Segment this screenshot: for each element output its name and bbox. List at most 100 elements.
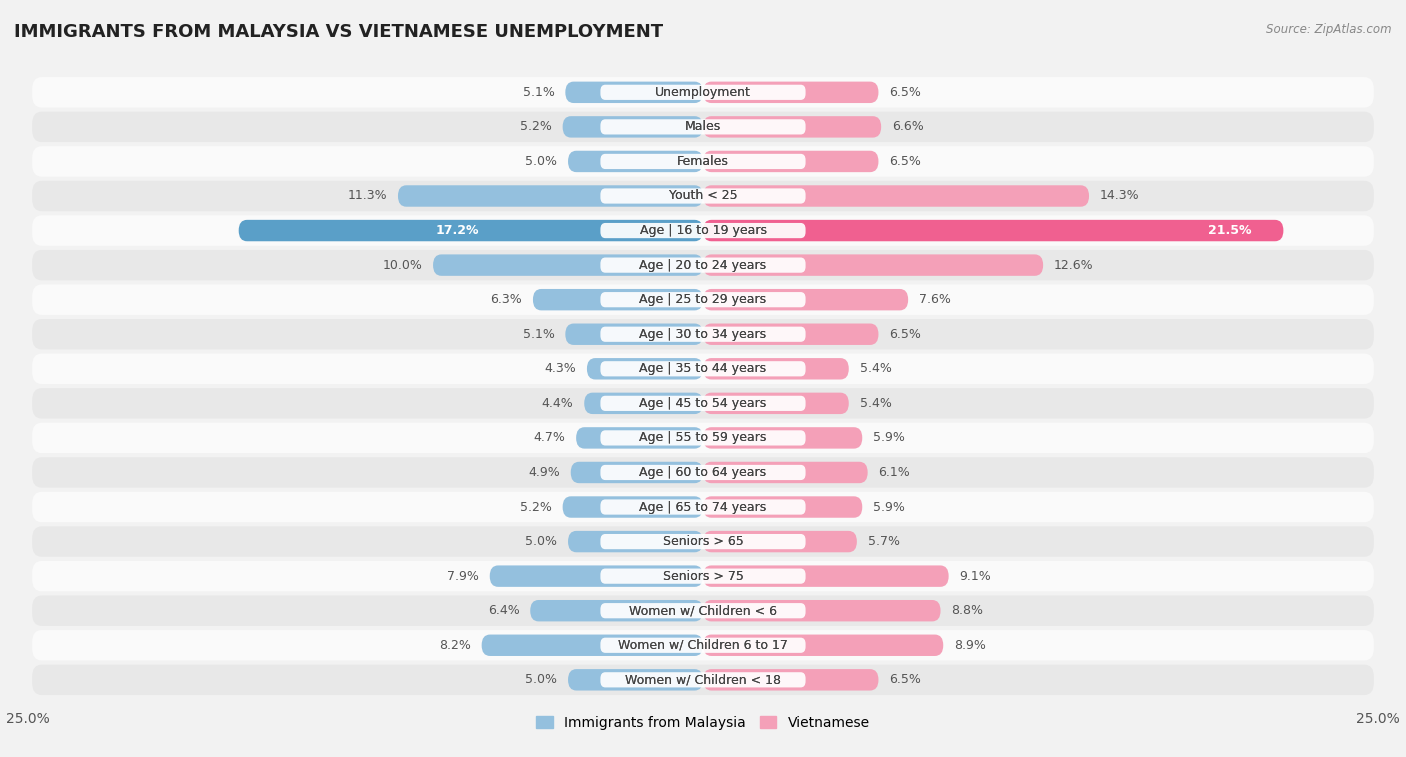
Text: Seniors > 75: Seniors > 75 (662, 570, 744, 583)
FancyBboxPatch shape (703, 427, 862, 449)
FancyBboxPatch shape (32, 112, 1374, 142)
FancyBboxPatch shape (32, 561, 1374, 591)
Text: 6.1%: 6.1% (879, 466, 910, 479)
FancyBboxPatch shape (600, 672, 806, 687)
Text: Seniors > 65: Seniors > 65 (662, 535, 744, 548)
FancyBboxPatch shape (568, 531, 703, 553)
Text: 6.6%: 6.6% (891, 120, 924, 133)
Text: 10.0%: 10.0% (382, 259, 422, 272)
FancyBboxPatch shape (530, 600, 703, 621)
Text: 5.2%: 5.2% (520, 500, 551, 513)
FancyBboxPatch shape (600, 257, 806, 273)
Text: Age | 60 to 64 years: Age | 60 to 64 years (640, 466, 766, 479)
Text: 12.6%: 12.6% (1054, 259, 1094, 272)
Text: 9.1%: 9.1% (959, 570, 991, 583)
Text: Women w/ Children 6 to 17: Women w/ Children 6 to 17 (619, 639, 787, 652)
FancyBboxPatch shape (576, 427, 703, 449)
FancyBboxPatch shape (703, 565, 949, 587)
Text: Youth < 25: Youth < 25 (669, 189, 737, 202)
FancyBboxPatch shape (398, 185, 703, 207)
FancyBboxPatch shape (568, 151, 703, 172)
FancyBboxPatch shape (703, 185, 1090, 207)
Text: 6.5%: 6.5% (889, 673, 921, 687)
FancyBboxPatch shape (600, 154, 806, 169)
Text: 5.0%: 5.0% (526, 673, 557, 687)
FancyBboxPatch shape (703, 254, 1043, 276)
FancyBboxPatch shape (703, 634, 943, 656)
Text: 5.1%: 5.1% (523, 86, 554, 99)
Text: 5.2%: 5.2% (520, 120, 551, 133)
FancyBboxPatch shape (32, 181, 1374, 211)
FancyBboxPatch shape (600, 465, 806, 480)
FancyBboxPatch shape (32, 250, 1374, 280)
FancyBboxPatch shape (703, 669, 879, 690)
FancyBboxPatch shape (482, 634, 703, 656)
Text: Women w/ Children < 18: Women w/ Children < 18 (626, 673, 780, 687)
Text: Age | 16 to 19 years: Age | 16 to 19 years (640, 224, 766, 237)
Text: Age | 20 to 24 years: Age | 20 to 24 years (640, 259, 766, 272)
Text: Age | 30 to 34 years: Age | 30 to 34 years (640, 328, 766, 341)
FancyBboxPatch shape (32, 526, 1374, 557)
Text: Age | 60 to 64 years: Age | 60 to 64 years (640, 466, 766, 479)
Text: 14.3%: 14.3% (1099, 189, 1139, 202)
FancyBboxPatch shape (703, 289, 908, 310)
FancyBboxPatch shape (32, 492, 1374, 522)
FancyBboxPatch shape (32, 319, 1374, 350)
Text: 5.9%: 5.9% (873, 431, 905, 444)
Text: Women w/ Children 6 to 17: Women w/ Children 6 to 17 (619, 639, 787, 652)
FancyBboxPatch shape (600, 85, 806, 100)
Text: Unemployment: Unemployment (655, 86, 751, 99)
FancyBboxPatch shape (600, 223, 806, 238)
Text: Women w/ Children < 6: Women w/ Children < 6 (628, 604, 778, 617)
Text: Males: Males (685, 120, 721, 133)
FancyBboxPatch shape (239, 220, 703, 241)
FancyBboxPatch shape (571, 462, 703, 483)
FancyBboxPatch shape (703, 151, 879, 172)
Text: 6.3%: 6.3% (491, 293, 522, 306)
FancyBboxPatch shape (703, 462, 868, 483)
FancyBboxPatch shape (32, 630, 1374, 660)
FancyBboxPatch shape (600, 396, 806, 411)
Text: Source: ZipAtlas.com: Source: ZipAtlas.com (1267, 23, 1392, 36)
Text: Age | 65 to 74 years: Age | 65 to 74 years (640, 500, 766, 513)
Text: 4.3%: 4.3% (544, 363, 576, 375)
Text: 11.3%: 11.3% (347, 189, 387, 202)
FancyBboxPatch shape (32, 388, 1374, 419)
Text: 6.5%: 6.5% (889, 155, 921, 168)
FancyBboxPatch shape (703, 323, 879, 345)
Text: 6.4%: 6.4% (488, 604, 519, 617)
Text: 17.2%: 17.2% (436, 224, 479, 237)
FancyBboxPatch shape (703, 82, 879, 103)
Text: Women w/ Children < 18: Women w/ Children < 18 (626, 673, 780, 687)
Text: Age | 16 to 19 years: Age | 16 to 19 years (640, 224, 766, 237)
Text: Males: Males (685, 120, 721, 133)
FancyBboxPatch shape (562, 116, 703, 138)
FancyBboxPatch shape (585, 393, 703, 414)
Text: Females: Females (678, 155, 728, 168)
FancyBboxPatch shape (703, 358, 849, 379)
Text: Women w/ Children < 6: Women w/ Children < 6 (628, 604, 778, 617)
Text: Age | 35 to 44 years: Age | 35 to 44 years (640, 363, 766, 375)
Text: Age | 65 to 74 years: Age | 65 to 74 years (640, 500, 766, 513)
FancyBboxPatch shape (533, 289, 703, 310)
Text: 7.6%: 7.6% (920, 293, 950, 306)
FancyBboxPatch shape (600, 569, 806, 584)
FancyBboxPatch shape (600, 326, 806, 342)
Text: Age | 55 to 59 years: Age | 55 to 59 years (640, 431, 766, 444)
FancyBboxPatch shape (600, 120, 806, 135)
Text: Seniors > 65: Seniors > 65 (662, 535, 744, 548)
Text: 21.5%: 21.5% (1208, 224, 1251, 237)
Text: 5.4%: 5.4% (859, 363, 891, 375)
Text: Age | 45 to 54 years: Age | 45 to 54 years (640, 397, 766, 410)
Text: 8.9%: 8.9% (955, 639, 986, 652)
Text: 5.0%: 5.0% (526, 155, 557, 168)
Text: 5.9%: 5.9% (873, 500, 905, 513)
Text: 8.8%: 8.8% (952, 604, 983, 617)
Text: 5.4%: 5.4% (859, 397, 891, 410)
FancyBboxPatch shape (703, 220, 1284, 241)
FancyBboxPatch shape (703, 531, 856, 553)
FancyBboxPatch shape (32, 354, 1374, 384)
FancyBboxPatch shape (600, 430, 806, 446)
Text: 8.2%: 8.2% (439, 639, 471, 652)
FancyBboxPatch shape (600, 188, 806, 204)
